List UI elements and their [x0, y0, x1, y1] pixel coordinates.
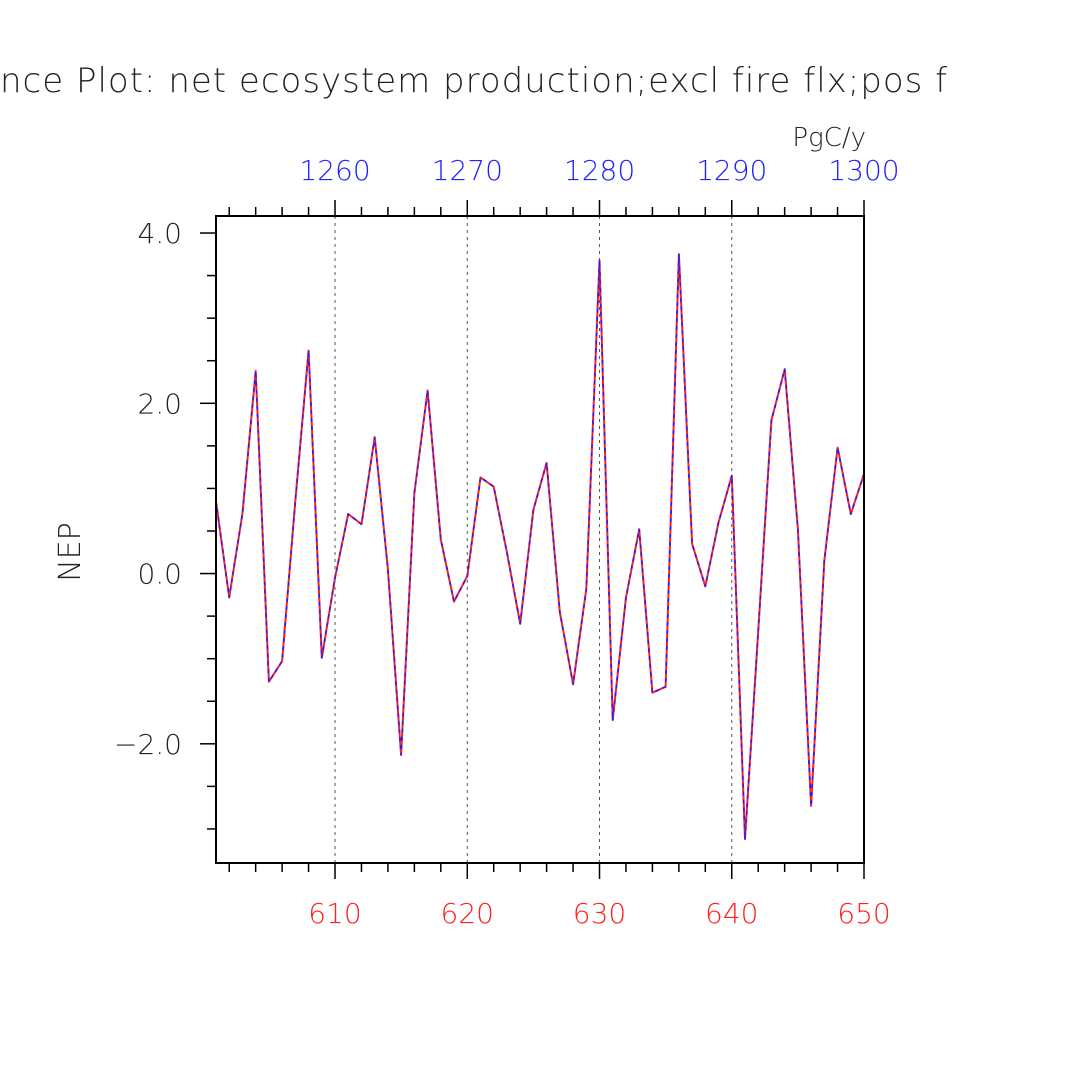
axes: 4.0 2.0 0.0 −2.0 610 620 630 640 650 1260 1270 1280…: [114, 154, 900, 930]
bottom-tick-label: 630: [573, 897, 626, 930]
series-lines: [215, 253, 865, 841]
series-line-0: [215, 253, 865, 841]
top-tick-label: 1300: [828, 154, 899, 187]
plot-frame: [215, 215, 865, 864]
y-tick-label: 0.0: [137, 558, 182, 591]
y-axis-label: NEP: [53, 522, 88, 582]
bottom-tick-label: 610: [308, 897, 361, 930]
series-line-1: [215, 253, 865, 841]
top-tick-label: 1260: [299, 154, 370, 187]
bottom-tick-label: 620: [441, 897, 494, 930]
units-label: PgC/y: [792, 123, 866, 153]
chart-title: nce Plot: net ecosystem production;excl …: [0, 61, 948, 101]
top-tick-label: 1270: [432, 154, 503, 187]
y-tick-label: −2.0: [114, 728, 182, 761]
top-tick-label: 1290: [696, 154, 767, 187]
bottom-tick-label: 640: [705, 897, 758, 930]
top-tick-label: 1280: [564, 154, 635, 187]
y-tick-label: 4.0: [137, 217, 182, 250]
grid-lines: [334, 216, 733, 863]
y-tick-label: 2.0: [137, 387, 182, 420]
bottom-tick-label: 650: [837, 897, 890, 930]
